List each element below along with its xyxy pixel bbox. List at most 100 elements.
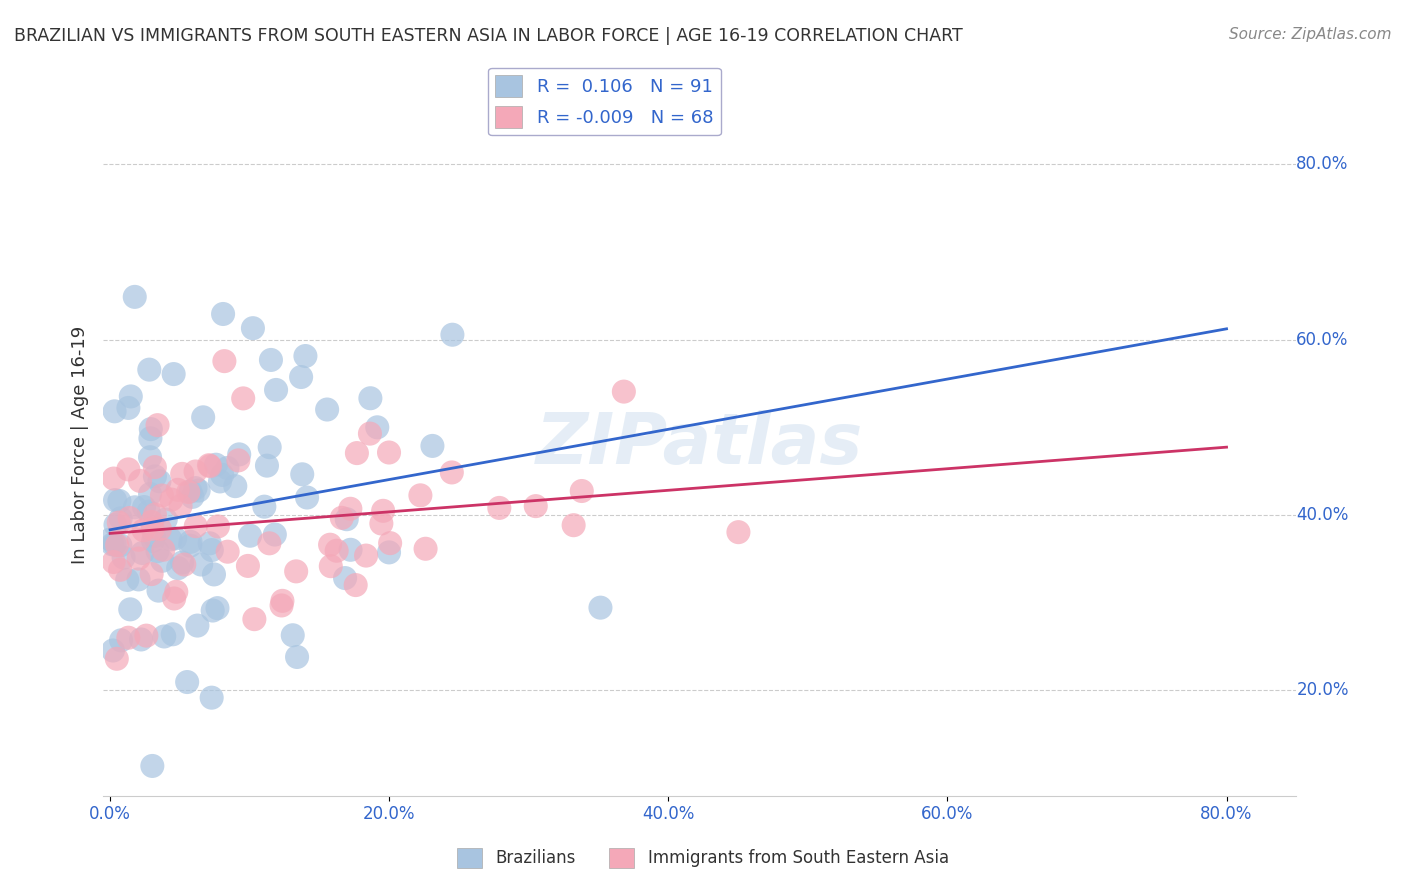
Point [129,632,152,647]
Point [138,362,160,376]
Point [325,543,347,558]
Point [117,462,139,476]
Point [173,558,195,572]
Point [270,599,292,613]
Point [202,567,225,582]
Point [260,353,283,368]
Point [143,508,166,522]
Point [422,439,444,453]
Point [180,534,202,549]
Text: 60.0%: 60.0% [1296,331,1348,349]
Point [118,511,141,525]
Point [129,474,152,488]
Point [100,533,122,547]
Point [138,505,160,519]
Point [110,511,132,525]
Point [359,426,381,441]
Point [103,404,125,418]
Point [524,499,547,513]
Point [294,349,316,363]
Point [236,558,259,573]
Point [727,525,749,540]
Point [179,539,201,553]
Point [264,383,287,397]
Point [205,458,228,472]
Point [143,529,166,543]
Point [333,571,356,585]
Point [179,484,201,499]
Y-axis label: In Labor Force | Age 16-19: In Labor Force | Age 16-19 [72,326,89,564]
Point [170,556,193,570]
Text: 20.0%: 20.0% [1296,681,1348,699]
Point [346,446,368,460]
Point [211,467,233,482]
Point [562,518,585,533]
Point [177,485,200,500]
Point [117,401,139,415]
Point [166,483,188,497]
Point [150,489,173,503]
Point [143,469,166,483]
Point [103,555,125,569]
Point [128,551,150,566]
Point [105,652,128,666]
Point [488,500,510,515]
Point [117,631,139,645]
Point [142,522,165,536]
Text: 40.0%: 40.0% [1296,506,1348,524]
Point [285,565,308,579]
Point [253,500,276,514]
Point [176,675,198,690]
Point [104,493,127,508]
Point [150,554,173,568]
Point [207,519,229,533]
Point [441,327,464,342]
Point [285,650,308,665]
Point [243,612,266,626]
Point [186,618,208,632]
Point [184,481,207,495]
Point [162,627,184,641]
Legend: Brazilians, Immigrants from South Eastern Asia: Brazilians, Immigrants from South Easter… [450,841,956,875]
Point [242,321,264,335]
Point [148,475,170,489]
Point [198,536,221,550]
Point [101,643,124,657]
Point [146,418,169,433]
Point [378,445,401,459]
Point [409,488,432,502]
Point [571,483,593,498]
Text: ZIPatlas: ZIPatlas [536,410,863,479]
Text: 80.0%: 80.0% [1296,155,1348,173]
Point [415,541,437,556]
Point [271,594,294,608]
Point [259,536,281,550]
Text: Source: ZipAtlas.com: Source: ZipAtlas.com [1229,27,1392,42]
Point [132,523,155,537]
Point [105,538,128,552]
Point [141,759,163,773]
Point [207,601,229,615]
Point [165,532,187,546]
Point [128,573,150,587]
Point [153,630,176,644]
Point [107,516,129,530]
Point [141,515,163,529]
Point [319,538,342,552]
Point [135,629,157,643]
Point [181,490,204,504]
Point [128,533,150,547]
Point [193,410,215,425]
Point [110,538,132,552]
Point [291,467,314,482]
Point [112,550,135,565]
Point [160,492,183,507]
Point [378,545,401,559]
Point [217,544,239,558]
Point [239,529,262,543]
Point [228,447,250,461]
Point [149,522,172,536]
Point [139,487,162,501]
Point [132,500,155,514]
Point [163,591,186,606]
